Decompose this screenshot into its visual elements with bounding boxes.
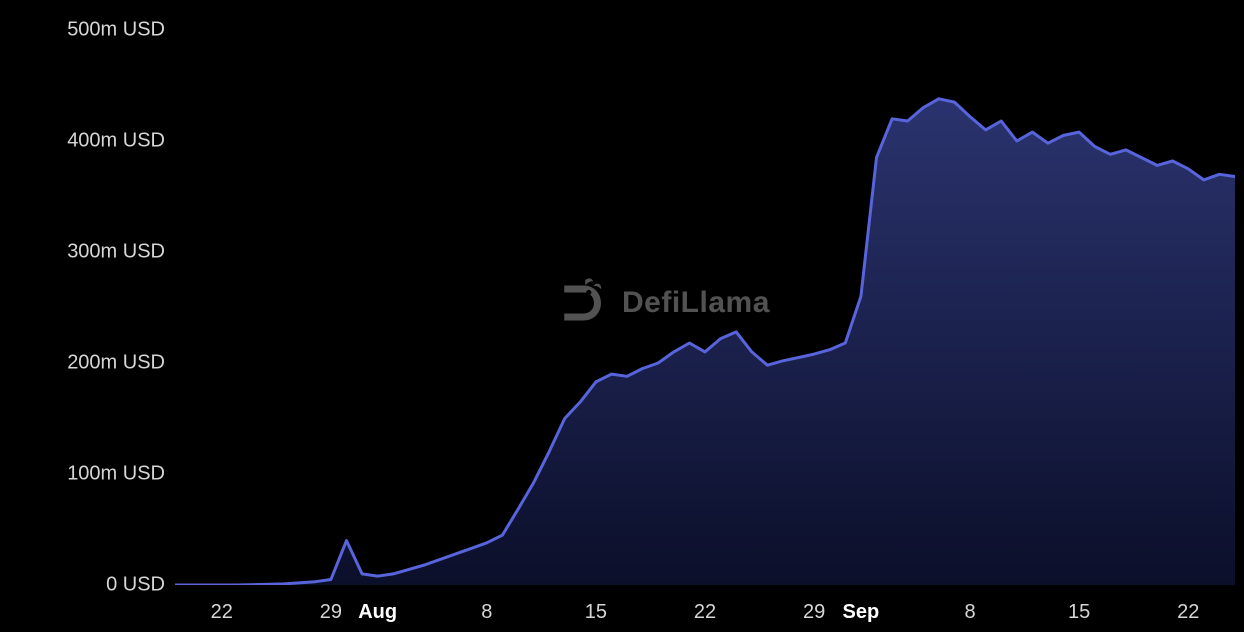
x-tick-label: 8 [964, 601, 975, 624]
y-tick-label: 100m USD [67, 463, 165, 486]
chart-plot-area [175, 30, 1235, 585]
y-tick-label: 500m USD [67, 19, 165, 42]
y-tick-label: 300m USD [67, 241, 165, 264]
y-tick-label: 400m USD [67, 130, 165, 153]
y-axis: 0 USD100m USD200m USD300m USD400m USD500… [0, 0, 175, 632]
x-tick-label: 22 [1177, 601, 1199, 624]
x-tick-label: 8 [481, 601, 492, 624]
y-tick-label: 200m USD [67, 352, 165, 375]
x-tick-label: 15 [1068, 601, 1090, 624]
x-tick-label: 22 [211, 601, 233, 624]
x-tick-label: 22 [694, 601, 716, 624]
x-axis: 22 29 Aug 8 15 22 29 Sep 8 15 22 [0, 592, 1244, 632]
x-tick-label: Aug [358, 601, 397, 624]
chart-container: 0 USD100m USD200m USD300m USD400m USD500… [0, 0, 1244, 632]
x-tick-label: 29 [803, 601, 825, 624]
x-tick-label: 15 [585, 601, 607, 624]
area-fill [175, 99, 1235, 585]
x-tick-label: Sep [843, 601, 880, 624]
x-tick-label: 29 [320, 601, 342, 624]
